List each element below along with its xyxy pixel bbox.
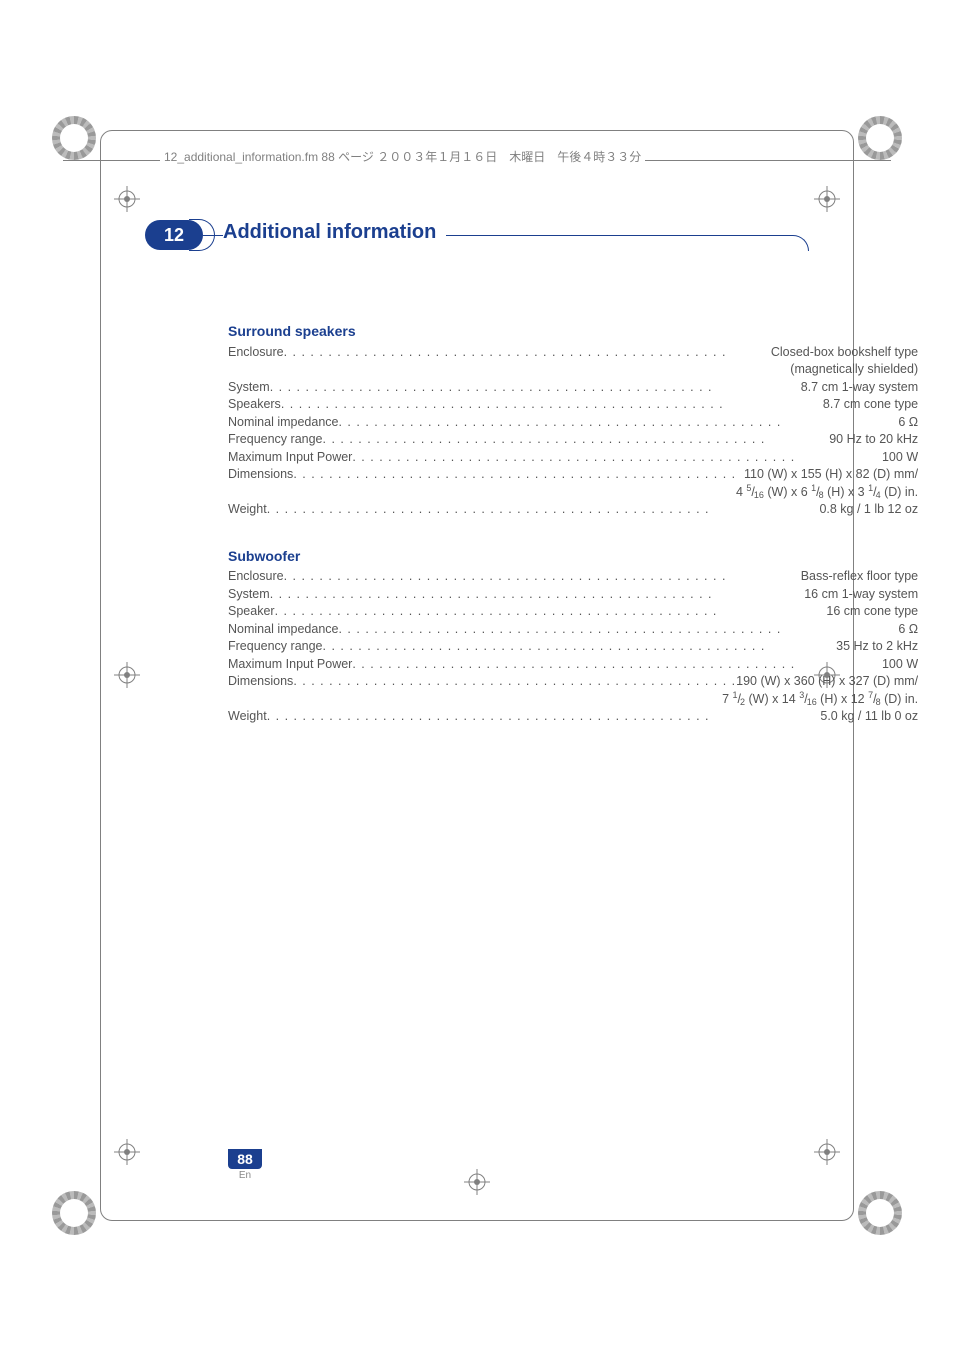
spec-leader	[323, 431, 830, 449]
page-language: En	[228, 1170, 262, 1181]
spec-key: System	[228, 586, 270, 604]
spec-leader	[338, 414, 898, 432]
spec-value: 110 (W) x 155 (H) x 82 (D) mm/	[744, 466, 918, 484]
spec-value: 0.8 kg / 1 lb 12 oz	[819, 501, 918, 519]
spec-leader	[270, 379, 801, 397]
spec-value: 190 (W) x 360 (H) x 327 (D) mm/	[736, 673, 918, 691]
spec-line: Dimensions 190 (W) x 360 (H) x 327 (D) mm…	[228, 673, 918, 691]
spec-continuation: 4 5/16 (W) x 6 1/8 (H) x 3 1/4 (D) in.	[228, 484, 918, 502]
spec-value: 6 Ω	[898, 414, 918, 432]
spec-key: Dimensions	[228, 466, 293, 484]
spec-leader	[267, 708, 821, 726]
page-number: 88	[228, 1149, 262, 1169]
spec-key: Frequency range	[228, 431, 323, 449]
spec-leader	[270, 586, 805, 604]
surround-specs: Enclosure Closed-box bookshelf type(magne…	[228, 344, 918, 519]
spec-value: 35 Hz to 2 kHz	[836, 638, 918, 656]
spec-line: Enclosure Bass-reflex floor type	[228, 568, 918, 586]
spec-line: Weight 5.0 kg / 11 lb 0 oz	[228, 708, 918, 726]
spec-line: Weight 0.8 kg / 1 lb 12 oz	[228, 501, 918, 519]
spec-leader	[284, 344, 771, 362]
spec-leader	[281, 396, 823, 414]
spec-continuation: (magnetically shielded)	[228, 361, 918, 379]
spec-leader	[352, 656, 882, 674]
spec-leader	[275, 603, 827, 621]
spec-key: Maximum Input Power	[228, 656, 352, 674]
spec-line: Dimensions 110 (W) x 155 (H) x 82 (D) mm/	[228, 466, 918, 484]
left-column: Surround speakers Enclosure Closed-box bo…	[228, 322, 918, 726]
crop-mark	[858, 116, 902, 160]
spec-leader	[267, 501, 820, 519]
spec-line: Nominal impedance 6 Ω	[228, 414, 918, 432]
spec-key: Speakers	[228, 396, 281, 414]
spec-continuation: 7 1/2 (W) x 14 3/16 (H) x 12 7/8 (D) in.	[228, 691, 918, 709]
spec-value: 90 Hz to 20 kHz	[829, 431, 918, 449]
spec-line: Enclosure Closed-box bookshelf type	[228, 344, 918, 362]
section-title-subwoofer: Subwoofer	[228, 547, 918, 567]
subwoofer-specs: Enclosure Bass-reflex floor type System 16 …	[228, 568, 918, 726]
spec-key: Maximum Input Power	[228, 449, 352, 467]
spec-line: System 16 cm 1-way system	[228, 586, 918, 604]
spec-line: Maximum Input Power 100 W	[228, 449, 918, 467]
spec-key: Speaker	[228, 603, 275, 621]
spec-key: Enclosure	[228, 568, 284, 586]
spec-value: Bass-reflex floor type	[801, 568, 918, 586]
spec-line: Maximum Input Power 100 W	[228, 656, 918, 674]
chapter-header: 12 Additional information	[145, 220, 809, 252]
spec-leader	[323, 638, 837, 656]
spec-line: System 8.7 cm 1-way system	[228, 379, 918, 397]
spec-leader	[284, 568, 801, 586]
page-number-badge: 88 En	[228, 1149, 262, 1181]
spec-value: 16 cm 1-way system	[804, 586, 918, 604]
spec-value: 100 W	[882, 656, 918, 674]
spec-key: Nominal impedance	[228, 621, 338, 639]
crop-mark	[52, 1191, 96, 1235]
spec-value: 16 cm cone type	[826, 603, 918, 621]
spec-line: Speakers 8.7 cm cone type	[228, 396, 918, 414]
crop-mark	[52, 116, 96, 160]
spec-value: 5.0 kg / 11 lb 0 oz	[820, 708, 918, 726]
spec-line: Speaker 16 cm cone type	[228, 603, 918, 621]
spec-line: Frequency range 35 Hz to 2 kHz	[228, 638, 918, 656]
spec-key: Dimensions	[228, 673, 293, 691]
spec-value: 6 Ω	[898, 621, 918, 639]
spec-key: System	[228, 379, 270, 397]
spec-key: Nominal impedance	[228, 414, 338, 432]
spec-value: 100 W	[882, 449, 918, 467]
spec-leader	[352, 449, 882, 467]
spec-value: Closed-box bookshelf type	[771, 344, 918, 362]
spec-leader	[338, 621, 898, 639]
chapter-number-pill: 12	[145, 220, 203, 250]
chapter-title: Additional information	[223, 221, 446, 244]
spec-line: Nominal impedance 6 Ω	[228, 621, 918, 639]
spec-key: Enclosure	[228, 344, 284, 362]
crop-mark	[858, 1191, 902, 1235]
spec-value: 8.7 cm 1-way system	[801, 379, 918, 397]
spec-leader	[293, 466, 744, 484]
spec-key: Frequency range	[228, 638, 323, 656]
spec-key: Weight	[228, 501, 267, 519]
spec-line: Frequency range 90 Hz to 20 kHz	[228, 431, 918, 449]
spec-value: 8.7 cm cone type	[823, 396, 918, 414]
spec-leader	[293, 673, 736, 691]
section-title-surround: Surround speakers	[228, 322, 918, 342]
spec-key: Weight	[228, 708, 267, 726]
